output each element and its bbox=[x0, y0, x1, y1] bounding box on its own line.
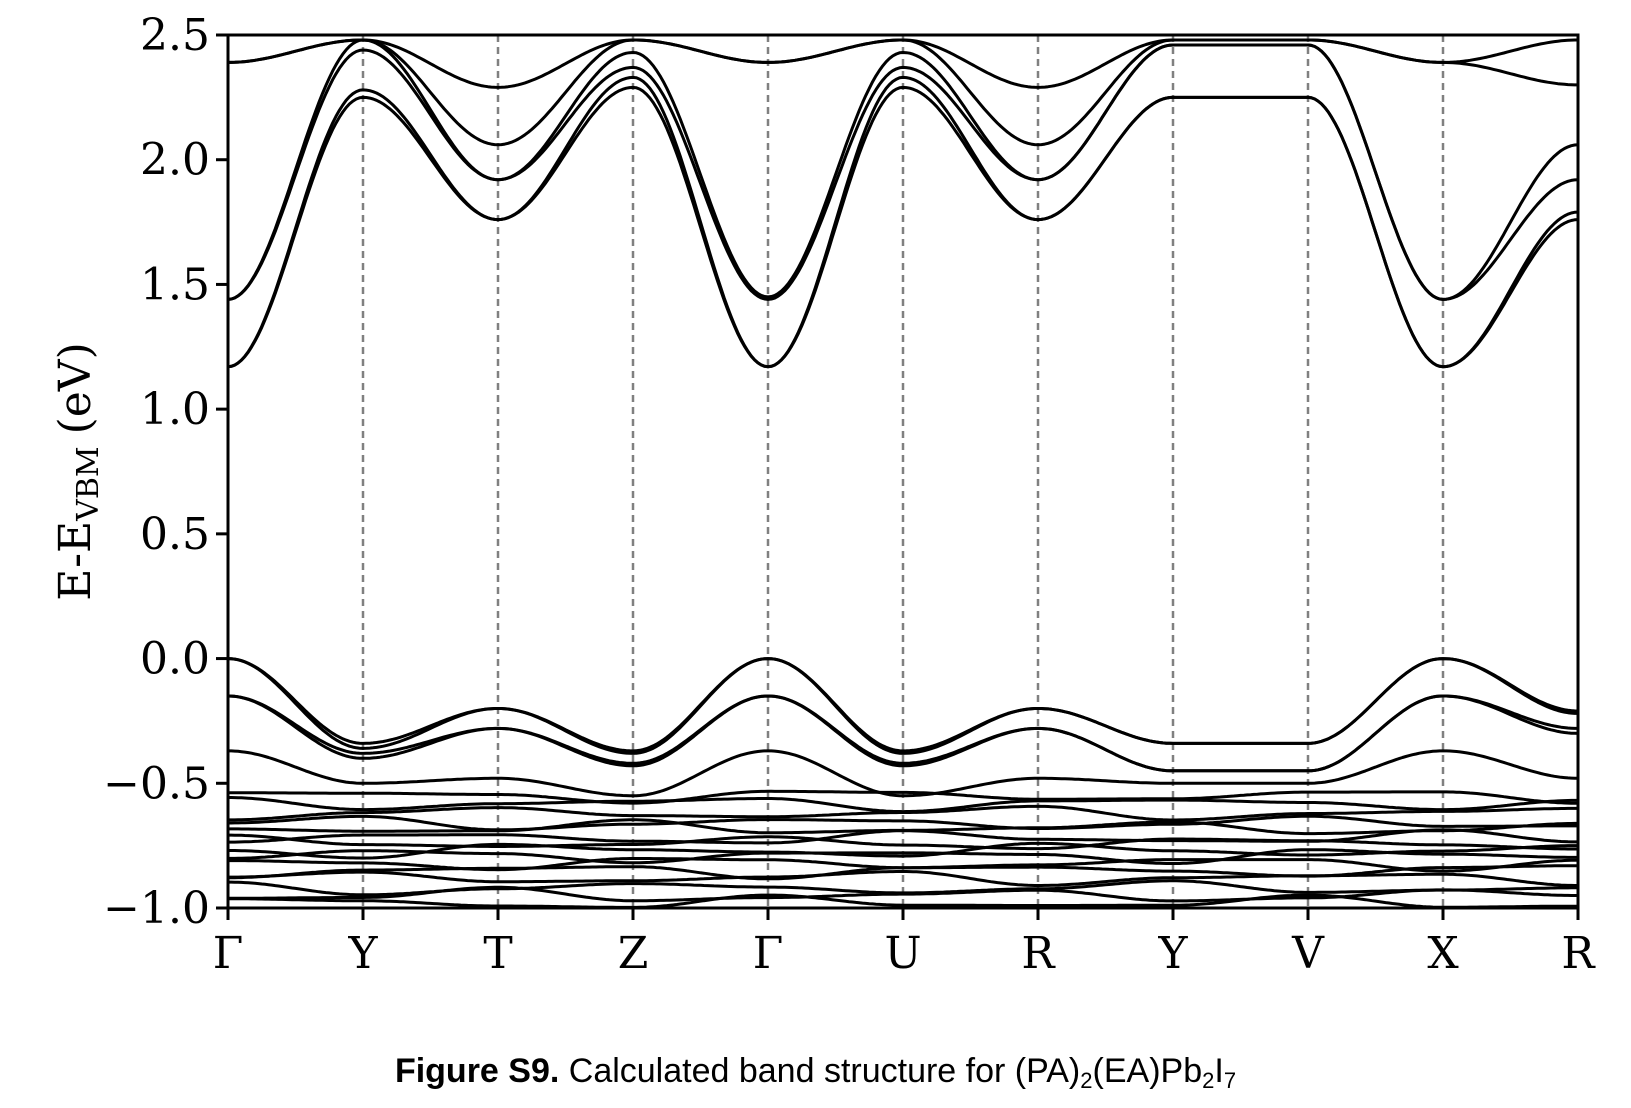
deep-valence-band bbox=[228, 870, 1578, 887]
k-point-label: Γ bbox=[213, 928, 244, 979]
k-point-label: Y bbox=[1157, 928, 1188, 979]
k-point-label: V bbox=[1291, 928, 1325, 979]
caption-subscript-2: 2 bbox=[1202, 1068, 1215, 1093]
valence-band bbox=[228, 657, 1578, 755]
deep-valence-band bbox=[228, 828, 1578, 845]
k-point-label: U bbox=[884, 928, 921, 979]
y-tick-label: 2.0 bbox=[140, 135, 210, 186]
y-axis-label-unit: (eV) bbox=[50, 342, 101, 434]
conduction-band bbox=[228, 38, 1578, 147]
bands-layer bbox=[228, 38, 1578, 908]
k-point-label: Γ bbox=[753, 928, 784, 979]
y-tick-label: 1.0 bbox=[140, 384, 210, 435]
conduction-band bbox=[228, 38, 1578, 89]
deep-valence-band bbox=[228, 893, 1578, 908]
y-tick-label: −0.5 bbox=[103, 758, 210, 809]
y-tick-layer: 2.5 2.0 1.5 1.0 0.5 0.0 −0.5 −1.0 bbox=[103, 10, 228, 934]
k-point-label: R bbox=[1021, 928, 1056, 979]
deep-valence-band bbox=[228, 848, 1578, 865]
deep-valence-band bbox=[228, 804, 1578, 822]
y-axis-label-main: E-E bbox=[50, 521, 101, 601]
caption-label: Figure S9. bbox=[394, 1052, 560, 1090]
deep-valence-band bbox=[228, 885, 1578, 903]
caption-text-2: (EA)Pb bbox=[1092, 1052, 1203, 1090]
caption-subscript-1: 2 bbox=[1080, 1068, 1093, 1093]
band-structure-plot: 2.5 2.0 1.5 1.0 0.5 0.0 −0.5 −1.0 Γ Y T Z Γ U R Y V X R E… bbox=[50, 10, 1596, 979]
deep-valence-band bbox=[228, 789, 1578, 805]
k-point-label: T bbox=[483, 928, 512, 979]
k-point-label: R bbox=[1561, 928, 1596, 979]
k-point-label: Y bbox=[347, 928, 378, 979]
valence-band bbox=[228, 749, 1578, 798]
y-tick-label: 1.5 bbox=[140, 259, 210, 310]
valence-band bbox=[228, 694, 1578, 773]
y-tick-label: 0.0 bbox=[140, 634, 210, 685]
k-point-label: X bbox=[1427, 928, 1459, 979]
conduction-band bbox=[228, 75, 1578, 369]
figure-caption: Figure S9. Calculated band structure for… bbox=[0, 1052, 1631, 1094]
y-tick-label: 2.5 bbox=[140, 10, 210, 61]
y-tick-label: −1.0 bbox=[103, 883, 210, 934]
k-point-label: Z bbox=[618, 928, 649, 979]
deep-valence-band bbox=[228, 833, 1578, 851]
deep-valence-band bbox=[228, 814, 1578, 832]
conduction-band bbox=[228, 38, 1578, 301]
caption-subscript-3: 7 bbox=[1223, 1068, 1237, 1093]
y-axis-label: E-EVBM (eV) bbox=[50, 342, 106, 601]
deep-valence-band bbox=[228, 841, 1578, 860]
caption-text-3: I bbox=[1214, 1052, 1224, 1090]
y-axis-label-subscript: VBM bbox=[71, 446, 106, 521]
y-tick-label: 0.5 bbox=[140, 509, 210, 560]
caption-text: Calculated band structure for (PA) bbox=[559, 1052, 1081, 1090]
